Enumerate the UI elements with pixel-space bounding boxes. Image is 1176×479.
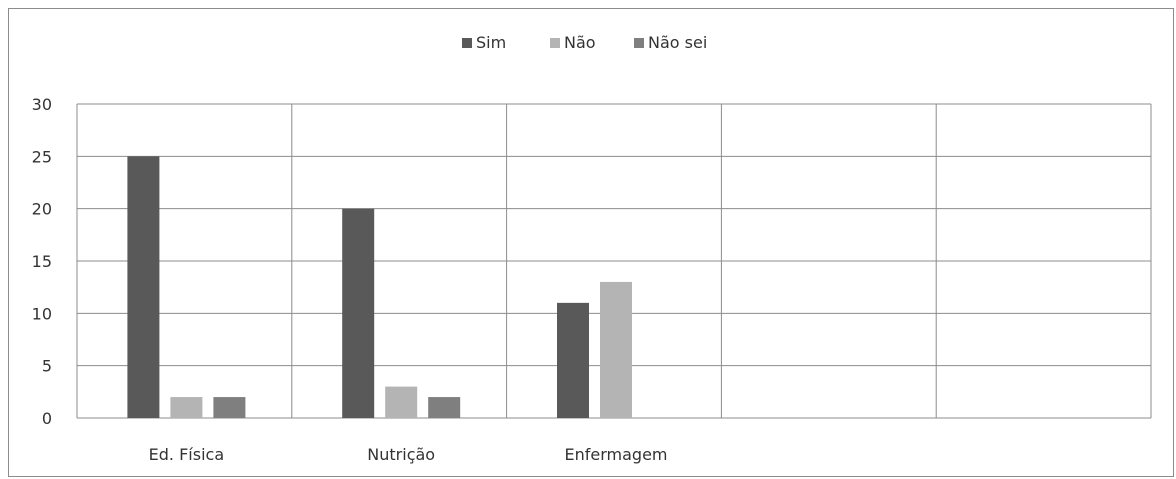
legend-label: Sim xyxy=(476,33,506,52)
bar-sim xyxy=(127,156,160,419)
bar-não-sei xyxy=(213,397,246,418)
x-category-label: Nutrição xyxy=(367,445,435,464)
bar-sim xyxy=(557,302,589,418)
bar-não xyxy=(170,397,203,418)
y-tick-label: 10 xyxy=(32,304,52,323)
y-tick-label: 0 xyxy=(42,409,52,428)
y-tick-label: 5 xyxy=(42,357,52,376)
y-tick-label: 15 xyxy=(32,252,52,271)
y-tick-label: 20 xyxy=(32,200,52,219)
legend-swatch xyxy=(462,38,472,48)
bar-não xyxy=(385,386,418,418)
bar-não-sei xyxy=(428,397,461,418)
bar-sim xyxy=(342,208,375,418)
y-tick-label: 25 xyxy=(32,147,52,166)
y-tick-label: 30 xyxy=(32,95,52,114)
bar-não xyxy=(600,281,632,418)
legend-label: Não sei xyxy=(648,33,707,52)
x-category-label: Ed. Física xyxy=(149,445,224,464)
legend-swatch xyxy=(550,38,560,48)
legend-swatch xyxy=(634,38,644,48)
x-category-label: Enfermagem xyxy=(565,445,668,464)
legend-label: Não xyxy=(564,33,596,52)
